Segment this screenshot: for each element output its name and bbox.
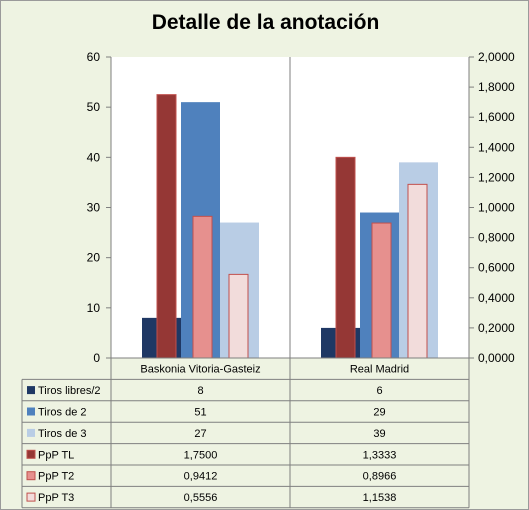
primary-tick-label: 10: [87, 301, 101, 315]
secondary-tick-label: 0,2000: [478, 321, 515, 335]
table-value-tiros-de-2-1: 29: [373, 407, 385, 419]
legend-key-ppp-t2: [26, 471, 36, 481]
legend-key-ppp-t3: [26, 492, 36, 502]
table-value-tiros-libres-2-0: 8: [197, 385, 203, 397]
table-value-tiros-de-3-1: 39: [373, 428, 385, 440]
bars: [142, 94, 438, 359]
secondary-tick-label: 1,2000: [478, 170, 515, 184]
table-value-tiros-libres-2-1: 6: [376, 385, 382, 397]
legend-key-tiros-libres-2: [27, 386, 35, 395]
series-name-ppp-tl: PpP TL: [38, 449, 74, 461]
data-table: Baskonia Vitoria-Gasteiz Real Madrid Tiros…: [21, 357, 470, 509]
table-value-ppp-t2-0: 0,9412: [184, 471, 218, 483]
table-value-tiros-de-2-0: 51: [194, 407, 206, 419]
secondary-tick-label: 0,8000: [478, 231, 515, 245]
category-label: Real Madrid: [350, 364, 409, 376]
series-name-ppp-t2: PpP T2: [38, 471, 74, 483]
legend-key-ppp-tl: [26, 449, 36, 459]
series-name-ppp-t3: PpP T3: [38, 492, 74, 504]
series-name-tiros-de-2: Tiros de 2: [38, 407, 87, 419]
secondary-tick-label: 0,4000: [478, 291, 515, 305]
secondary-tick-label: 1,0000: [478, 201, 515, 215]
bar-ppp-t3-0: [228, 273, 249, 359]
secondary-tick-label: 0,0000: [478, 351, 515, 365]
secondary-tick-label: 1,8000: [478, 80, 515, 94]
primary-tick-label: 0: [93, 351, 100, 365]
chart-title: Detalle de la anotación: [151, 11, 380, 34]
table-value-ppp-tl-0: 1,7500: [184, 449, 218, 461]
primary-axis: 0 10 20 30 40 50 60: [87, 50, 111, 365]
legend-key-tiros-de-2: [27, 407, 35, 416]
bar-ppp-t3-1: [407, 183, 428, 359]
legend-key-tiros-de-3: [27, 428, 35, 437]
bar-ppp-t2-1: [371, 222, 392, 359]
secondary-tick-label: 1,4000: [478, 140, 515, 154]
category-label: Baskonia Vitoria-Gasteiz: [140, 364, 260, 376]
primary-tick-label: 20: [87, 251, 101, 265]
series-name-tiros-de-3: Tiros de 3: [38, 428, 87, 440]
bar-ppp-tl-1: [335, 156, 356, 359]
series-name-tiros-libres-2: Tiros libres/2: [38, 385, 101, 397]
table-value-ppp-t3-0: 0,5556: [184, 492, 218, 504]
table-value-ppp-tl-1: 1,3333: [363, 449, 397, 461]
bar-ppp-t2-0: [192, 215, 213, 359]
secondary-tick-label: 2,0000: [478, 50, 515, 64]
secondary-axis: 0,0000 0,2000 0,4000 0,6000 0,8000 1,0000 1,20…: [469, 50, 515, 365]
secondary-tick-label: 0,6000: [478, 261, 515, 275]
table-value-tiros-de-3-0: 27: [194, 428, 206, 440]
table-value-ppp-t2-1: 0,8966: [363, 471, 397, 483]
secondary-tick-label: 1,6000: [478, 110, 515, 124]
bar-ppp-tl-0: [156, 94, 177, 359]
primary-tick-label: 60: [87, 50, 101, 64]
primary-tick-label: 50: [87, 100, 101, 114]
primary-tick-label: 40: [87, 150, 101, 164]
primary-tick-label: 30: [87, 201, 101, 215]
table-value-ppp-t3-1: 1,1538: [363, 492, 397, 504]
